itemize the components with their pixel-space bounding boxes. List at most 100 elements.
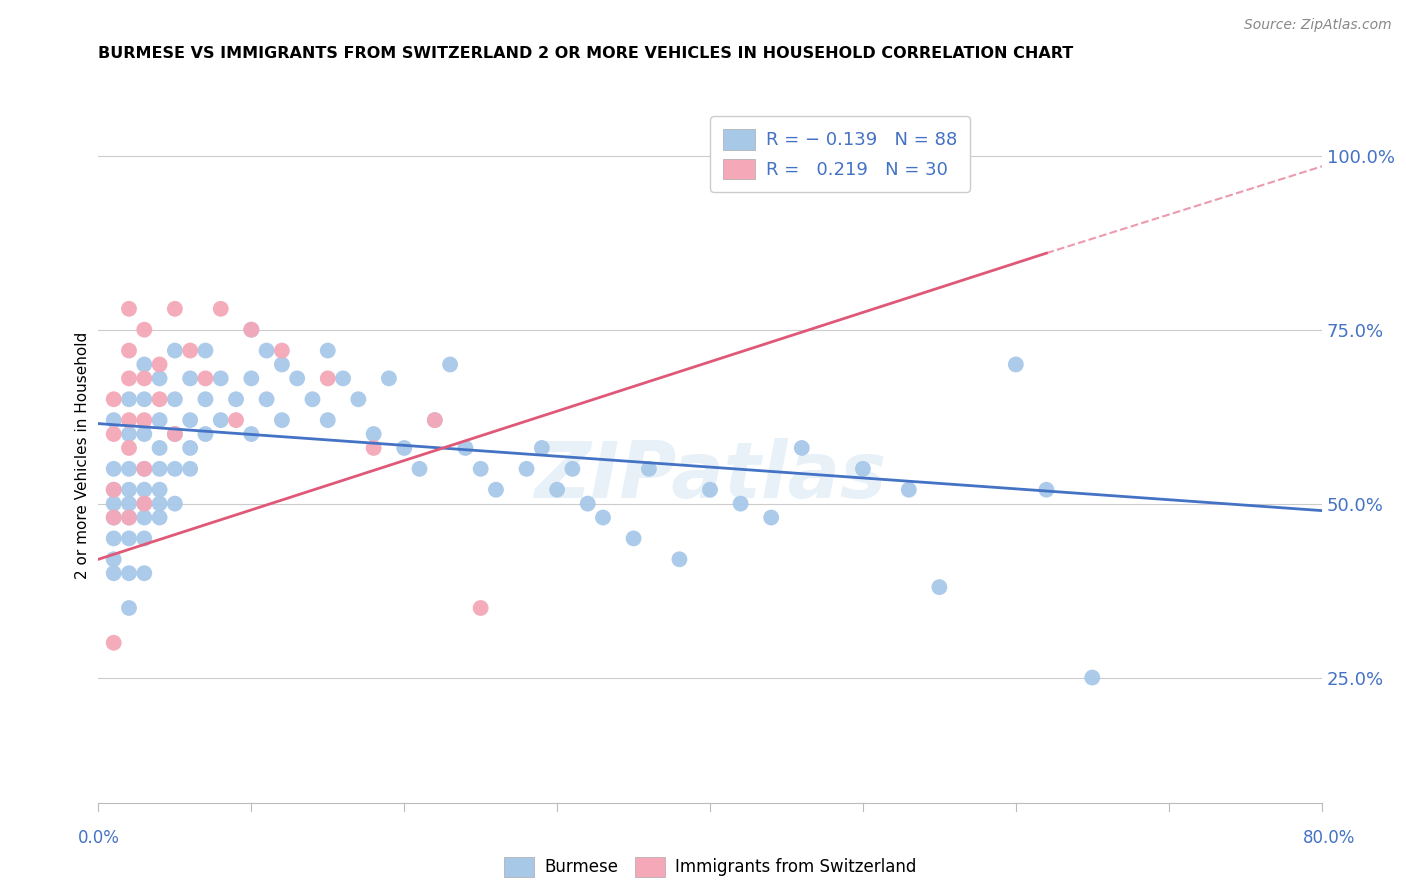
Point: [470, 601, 492, 615]
Point: [470, 462, 492, 476]
Point: [928, 580, 950, 594]
Point: [439, 358, 461, 372]
Point: [103, 483, 125, 497]
Point: [194, 427, 217, 442]
Point: [546, 483, 568, 497]
Point: [363, 441, 385, 455]
Point: [149, 483, 172, 497]
Point: [118, 427, 141, 442]
Point: [179, 413, 201, 427]
Point: [134, 462, 156, 476]
Point: [134, 462, 156, 476]
Point: [118, 441, 141, 455]
Point: [225, 413, 247, 427]
Point: [790, 441, 813, 455]
Text: 0.0%: 0.0%: [77, 829, 120, 847]
Point: [103, 510, 125, 524]
Point: [256, 392, 278, 407]
Point: [118, 497, 141, 511]
Point: [134, 497, 156, 511]
Point: [103, 566, 125, 581]
Point: [730, 497, 752, 511]
Point: [530, 441, 553, 455]
Point: [179, 371, 201, 385]
Point: [149, 497, 172, 511]
Legend: Burmese, Immigrants from Switzerland: Burmese, Immigrants from Switzerland: [496, 849, 924, 885]
Point: [103, 462, 125, 476]
Point: [134, 358, 156, 372]
Point: [270, 358, 292, 372]
Point: [163, 497, 186, 511]
Point: [103, 392, 125, 407]
Point: [347, 392, 370, 407]
Point: [408, 462, 430, 476]
Point: [392, 441, 416, 455]
Point: [118, 601, 141, 615]
Point: [149, 441, 172, 455]
Point: [454, 441, 477, 455]
Point: [118, 413, 141, 427]
Point: [103, 510, 125, 524]
Point: [134, 497, 156, 511]
Point: [163, 427, 186, 442]
Point: [240, 323, 263, 337]
Point: [623, 532, 645, 546]
Point: [897, 483, 920, 497]
Point: [134, 392, 156, 407]
Point: [668, 552, 690, 566]
Point: [118, 510, 141, 524]
Point: [118, 532, 141, 546]
Point: [103, 497, 125, 511]
Point: [209, 413, 232, 427]
Point: [270, 413, 292, 427]
Point: [134, 483, 156, 497]
Point: [118, 371, 141, 385]
Point: [103, 413, 125, 427]
Point: [699, 483, 721, 497]
Point: [240, 371, 263, 385]
Point: [149, 462, 172, 476]
Point: [270, 343, 292, 358]
Point: [163, 427, 186, 442]
Point: [285, 371, 308, 385]
Point: [118, 483, 141, 497]
Point: [149, 371, 172, 385]
Point: [209, 371, 232, 385]
Point: [423, 413, 446, 427]
Point: [134, 532, 156, 546]
Point: [209, 301, 232, 316]
Point: [149, 510, 172, 524]
Point: [1004, 358, 1026, 372]
Point: [118, 462, 141, 476]
Point: [163, 301, 186, 316]
Point: [316, 343, 339, 358]
Point: [332, 371, 354, 385]
Point: [149, 413, 172, 427]
Point: [179, 462, 201, 476]
Point: [103, 483, 125, 497]
Point: [134, 371, 156, 385]
Text: 80.0%: 80.0%: [1302, 829, 1355, 847]
Point: [423, 413, 446, 427]
Point: [134, 427, 156, 442]
Point: [118, 566, 141, 581]
Point: [225, 392, 247, 407]
Point: [149, 358, 172, 372]
Point: [163, 343, 186, 358]
Point: [103, 427, 125, 442]
Point: [194, 343, 217, 358]
Point: [240, 323, 263, 337]
Point: [378, 371, 401, 385]
Point: [149, 392, 172, 407]
Point: [163, 462, 186, 476]
Point: [316, 371, 339, 385]
Point: [240, 427, 263, 442]
Point: [485, 483, 508, 497]
Point: [134, 566, 156, 581]
Point: [637, 462, 661, 476]
Point: [179, 343, 201, 358]
Point: [1081, 671, 1104, 685]
Point: [103, 636, 125, 650]
Point: [1035, 483, 1057, 497]
Point: [134, 510, 156, 524]
